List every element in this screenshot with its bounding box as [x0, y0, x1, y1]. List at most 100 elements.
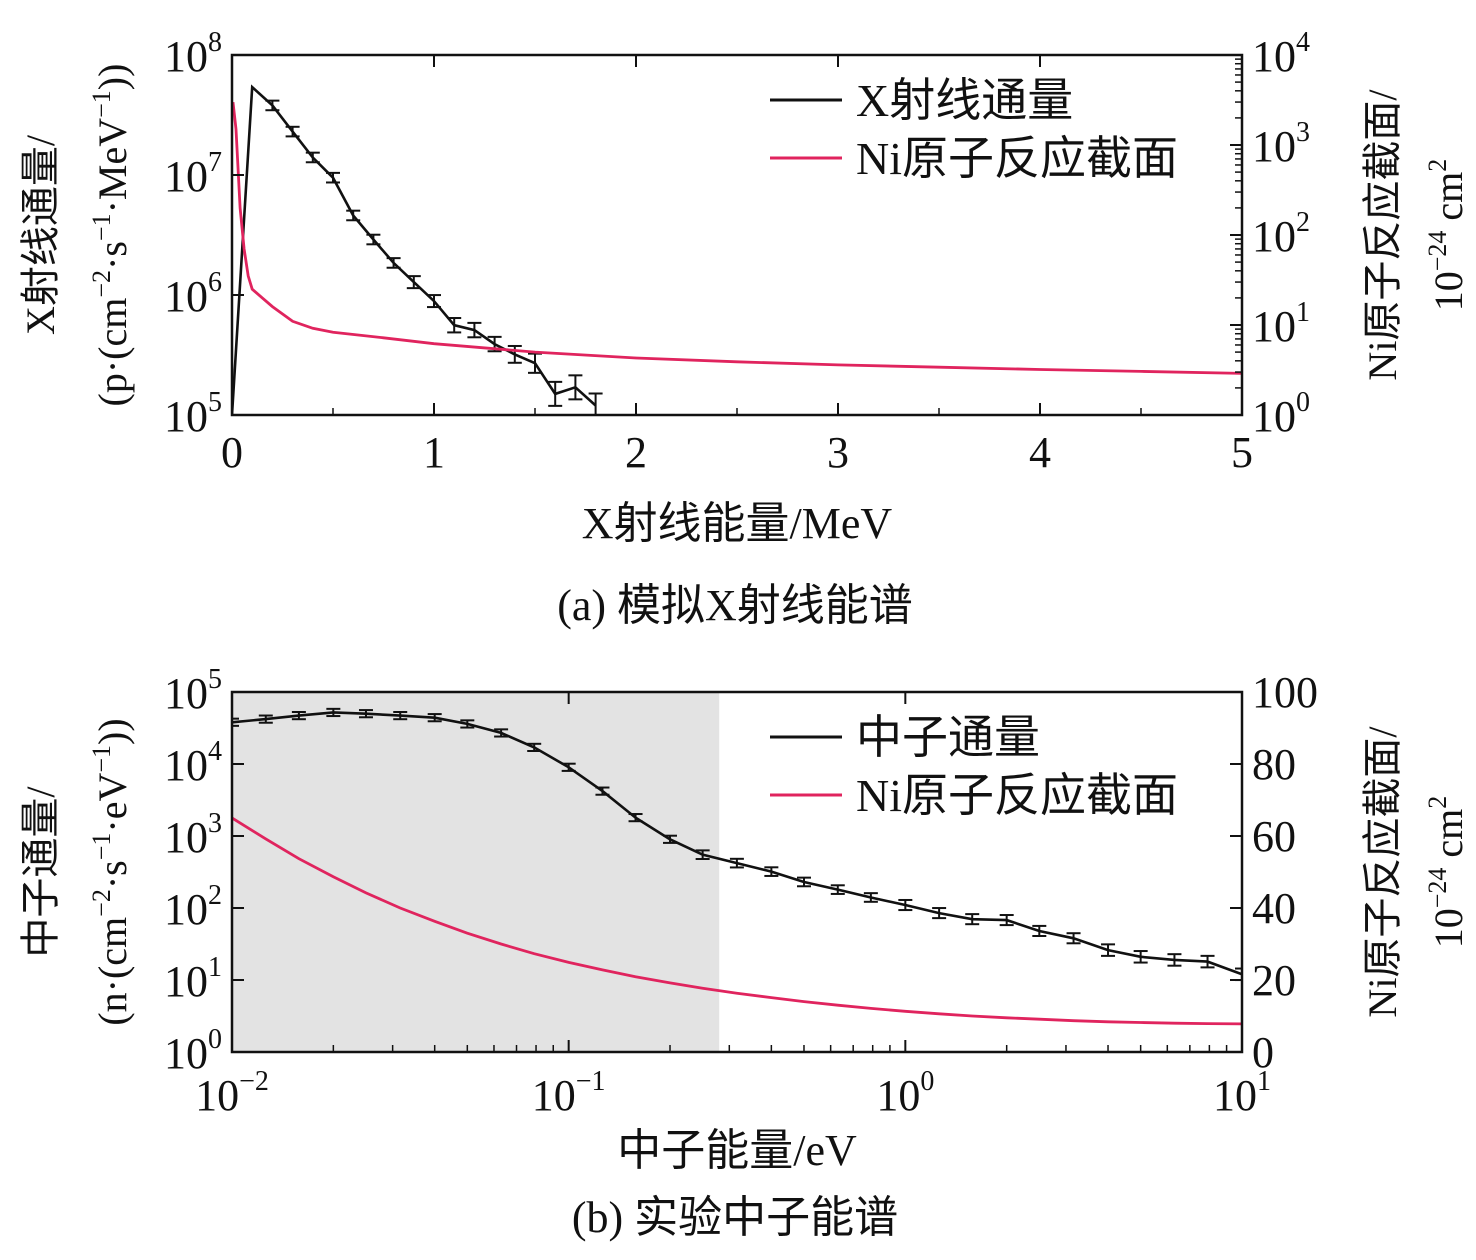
y-left-title-line1: 中子通量/ [18, 786, 63, 958]
x-tick-label: 100 [876, 1066, 934, 1120]
x-tick-label: 5 [1231, 428, 1253, 477]
panel-b: 10−2 10−1 100 101 100 101 102 103 104 105 0 20 40 60 8… [18, 664, 1471, 1242]
error-bar [1200, 954, 1215, 969]
error-bar [447, 317, 462, 334]
panel-caption: (a) 模拟X射线能谱 [557, 581, 913, 630]
error-bar [386, 257, 401, 269]
error-bar [1101, 943, 1116, 957]
y-right-tick-label: 101 [1252, 297, 1310, 351]
legend-label: X射线通量 [856, 75, 1073, 126]
plot-frame [230, 690, 1244, 1054]
y-right-tick-label: 40 [1252, 884, 1296, 933]
x-tick-label: 10−1 [532, 1066, 606, 1120]
error-bar [729, 857, 744, 869]
error-bar [232, 717, 239, 727]
y-right-title-line1: Ni原子反应截面/ [1360, 726, 1405, 1018]
x-axis-title: X射线能量/MeV [582, 499, 893, 548]
error-bar [326, 171, 340, 184]
y-right-axis-units: 10−24 cm2 [1423, 796, 1471, 949]
error-bar [999, 914, 1014, 927]
error-bar [628, 813, 643, 823]
error-bar [393, 711, 408, 721]
panel-a: 0 1 2 3 4 5 105 106 107 108 100 101 102 103 104 X射线能量/M… [18, 27, 1471, 630]
error-bar [1167, 953, 1182, 967]
error-bar [965, 913, 980, 926]
error-bar [1032, 924, 1047, 937]
legend-item-1: 中子通量 [770, 712, 1040, 763]
y-right-axis-units: 10−24 cm2 [1423, 159, 1471, 312]
x-tick-label: 3 [827, 428, 849, 477]
error-bar [898, 898, 913, 912]
error-bar [291, 711, 306, 721]
y-left-tick-label: 105 [164, 664, 222, 718]
error-bar [326, 707, 341, 718]
legend-label: Ni原子反应截面 [856, 133, 1178, 184]
y-left-tick-label: 100 [164, 1024, 222, 1078]
error-bar [366, 233, 381, 246]
error-bar [663, 834, 678, 844]
y-right-tick-label: 60 [1252, 812, 1296, 861]
error-bar [358, 709, 373, 719]
error-bar [507, 344, 522, 364]
y-left-tick-label: 105 [164, 387, 222, 441]
error-bar [305, 151, 320, 164]
error-bar [863, 892, 878, 903]
y-right-axis-title: Ni原子反应截面/ [1360, 89, 1405, 381]
y-left-tick-label: 102 [164, 880, 222, 934]
error-bar [1133, 950, 1148, 964]
y-left-tick-label: 108 [164, 27, 222, 81]
y-left-axis-units: (n·(cm−2·s−1·eV−1)) [87, 718, 135, 1025]
error-bar [427, 294, 441, 309]
error-bar [588, 392, 603, 415]
x-axis-title: 中子能量/eV [617, 1126, 857, 1175]
legend-item-2: Ni原子反应截面 [770, 133, 1178, 184]
x-tick-label: 4 [1029, 428, 1051, 477]
error-bar [796, 876, 811, 888]
error-bar [561, 762, 576, 772]
series-line-2 [232, 816, 1242, 1026]
error-bar [258, 714, 273, 724]
y-right-title-line2: 10−24 cm2 [1423, 159, 1471, 312]
x-tick-label: 2 [625, 428, 647, 477]
panel-caption: (b) 实验中子能谱 [572, 1193, 898, 1242]
series-1 [232, 84, 603, 415]
error-bar [932, 907, 947, 920]
series-1 [232, 707, 1242, 982]
error-bar [427, 713, 442, 723]
error-bar [568, 374, 583, 401]
y-left-tick-label: 107 [164, 147, 222, 201]
y-right-axis-title: Ni原子反应截面/ [1360, 726, 1405, 1018]
y-left-title-line2: (n·(cm−2·s−1·eV−1)) [87, 718, 135, 1025]
legend-item-1: X射线通量 [770, 75, 1073, 126]
y-right-title-line1: Ni原子反应截面/ [1360, 89, 1405, 381]
error-bar [467, 321, 482, 339]
shaded-region [232, 692, 720, 1052]
error-bar [595, 786, 610, 796]
y-left-tick-label: 103 [164, 808, 222, 862]
y-right-title-line2: 10−24 cm2 [1423, 796, 1471, 949]
error-bar [764, 866, 779, 877]
error-bar [1066, 932, 1081, 945]
error-bar [346, 209, 361, 222]
y-left-axis-units: (p·(cm−2·s−1·MeV−1)) [87, 64, 135, 407]
series-line-2 [232, 101, 1242, 375]
legend-label: 中子通量 [856, 712, 1040, 763]
y-right-tick-label: 100 [1252, 668, 1318, 717]
y-left-axis-title: 中子通量/ [18, 786, 63, 958]
legend-item-2: Ni原子反应截面 [770, 770, 1178, 821]
y-left-tick-label: 106 [164, 267, 222, 321]
series-2 [232, 816, 1242, 1026]
y-right-tick-label: 102 [1252, 207, 1310, 261]
y-right-tick-label: 104 [1252, 27, 1310, 81]
y-right-tick-label: 80 [1252, 740, 1296, 789]
error-bar [494, 728, 509, 738]
y-left-tick-label: 104 [164, 736, 222, 790]
series-2 [232, 101, 1242, 375]
x-tick-label: 1 [423, 428, 445, 477]
y-right-tick-label: 0 [1252, 1028, 1274, 1077]
x-tick-label: 101 [1213, 1066, 1271, 1120]
error-bar [265, 99, 280, 112]
error-bar [460, 719, 475, 729]
y-right-tick-label: 103 [1252, 117, 1310, 171]
